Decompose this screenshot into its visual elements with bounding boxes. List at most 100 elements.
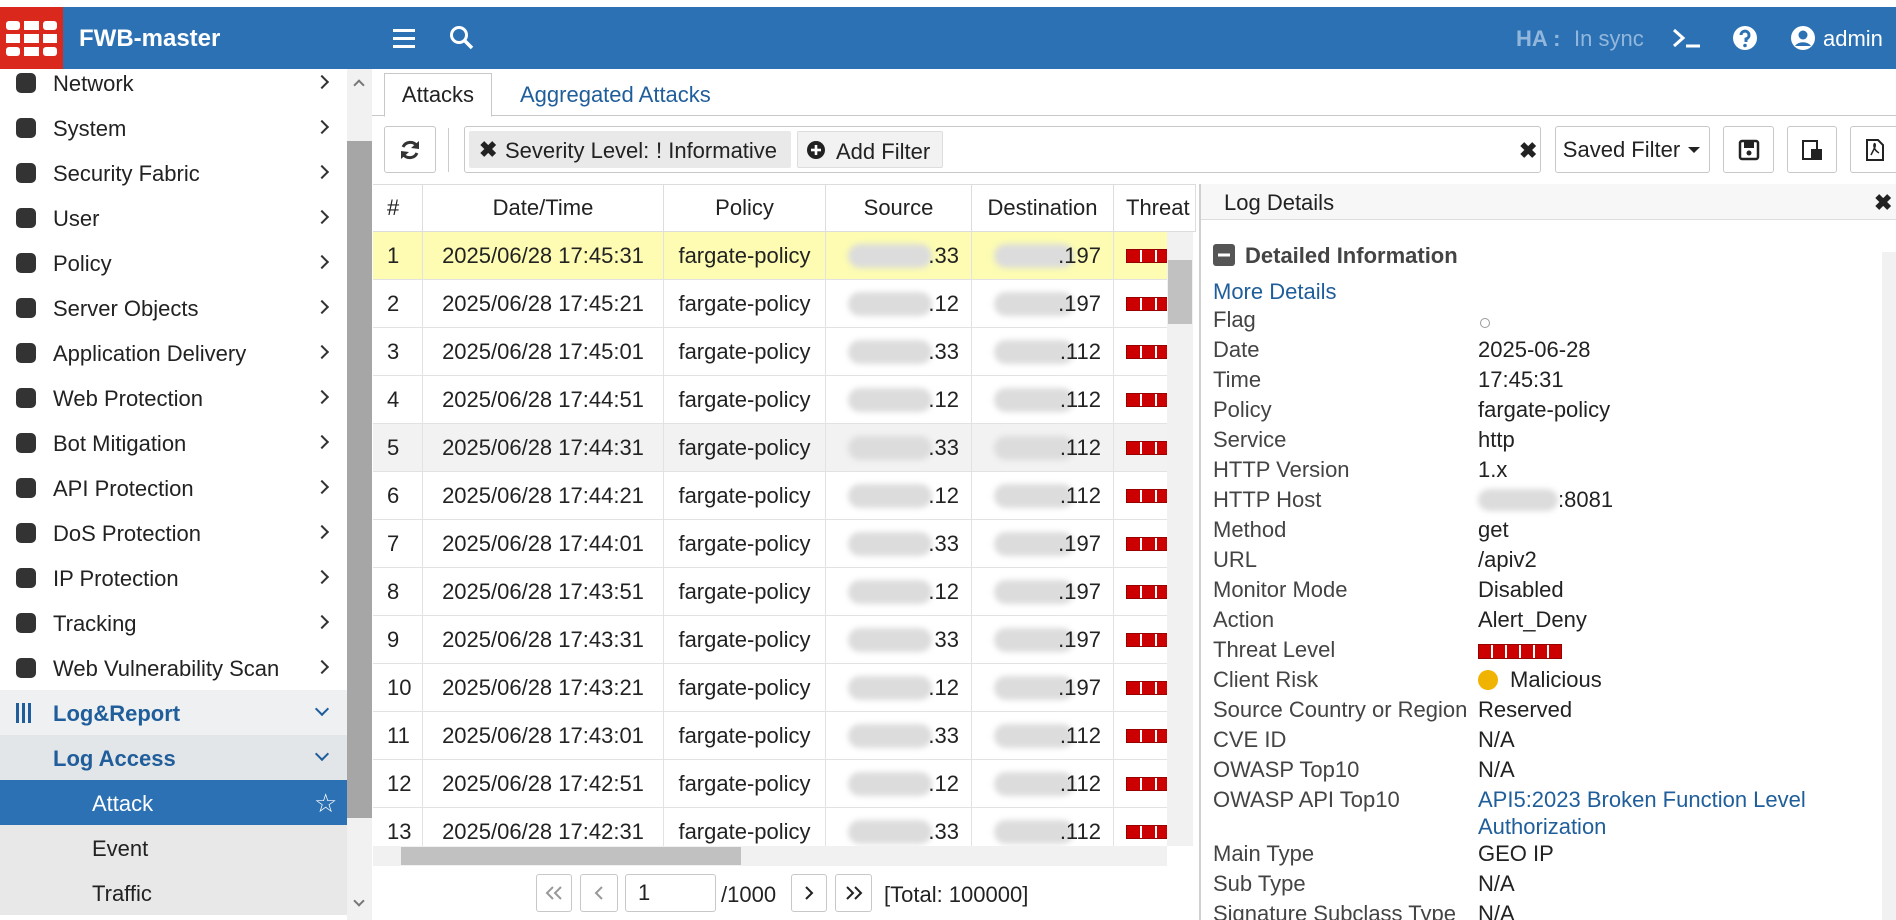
menu-item[interactable]: Security Fabric <box>0 150 347 195</box>
favorite-star[interactable]: ☆ <box>314 788 338 818</box>
scroll-thumb[interactable] <box>1168 260 1192 324</box>
threat-bars <box>1126 345 1167 359</box>
prev-page[interactable] <box>580 874 618 912</box>
menu-item[interactable]: Bot Mitigation <box>0 420 347 465</box>
column-header[interactable]: # <box>373 185 423 231</box>
menu-toggle[interactable] <box>393 27 415 49</box>
detail-value: Disabled <box>1478 576 1818 606</box>
menu-item[interactable]: Server Objects <box>0 285 347 330</box>
more-details[interactable]: More Details <box>1213 279 1337 304</box>
table-cell: fargate-policy <box>664 280 826 328</box>
table-cell: .112 <box>972 760 1114 808</box>
detail-row: URL/apiv2 <box>1213 546 1883 576</box>
cell-text: .112 <box>1059 723 1101 748</box>
scroll-thumb[interactable] <box>347 141 372 818</box>
first-page[interactable] <box>536 874 572 912</box>
menu-item[interactable]: IP Protection <box>0 555 347 600</box>
collapse-icon[interactable] <box>1213 244 1235 266</box>
redacted <box>994 532 1074 556</box>
column-header[interactable]: Date/Time <box>423 185 664 231</box>
table-row[interactable]: 2 2025/06/28 17:45:21 fargate-policy .12 .19… <box>373 280 1167 328</box>
menu-label: Web Protection <box>53 386 204 411</box>
menu-item[interactable]: User <box>0 195 347 240</box>
menu-item[interactable]: System <box>0 105 347 150</box>
table-row[interactable]: 10 2025/06/28 17:43:21 fargate-policy .12 .1… <box>373 664 1167 712</box>
menu-item[interactable]: API Protection <box>0 465 347 510</box>
chevron <box>314 569 330 585</box>
value-text: N/A <box>1478 757 1515 782</box>
redacted <box>994 772 1074 796</box>
close-panel[interactable]: ✖ <box>1874 190 1893 215</box>
menu-item[interactable]: Event <box>0 825 347 870</box>
table-cell: .197 <box>972 664 1114 712</box>
filter-box[interactable]: ✖ Severity Level: ! Informative Add Filt… <box>464 126 1541 173</box>
table-row[interactable]: 12 2025/06/28 17:42:51 fargate-policy .12 .1… <box>373 760 1167 808</box>
chip-remove[interactable]: ✖ <box>479 137 498 162</box>
cell-text: fargate-policy <box>678 435 811 460</box>
saved-filter[interactable]: Saved Filter <box>1555 126 1710 173</box>
user-icon[interactable] <box>1790 25 1816 51</box>
tab-active[interactable]: Attacks <box>384 73 492 117</box>
filter-chip[interactable]: ✖ Severity Level: ! Informative <box>469 131 791 168</box>
threat-bars <box>1126 681 1167 695</box>
table-row[interactable]: 3 2025/06/28 17:45:01 fargate-policy .33 .11… <box>373 328 1167 376</box>
table-row[interactable]: 13 2025/06/28 17:42:31 fargate-policy .33 .1… <box>373 808 1167 846</box>
pdf-button[interactable] <box>1850 126 1896 173</box>
user-name[interactable]: admin <box>1823 26 1883 51</box>
table-cell: fargate-policy <box>664 232 826 280</box>
next-page[interactable] <box>791 874 827 912</box>
app-title: FWB-master <box>79 25 221 52</box>
cell-text: 2025/06/28 17:42:31 <box>442 819 644 844</box>
table-row[interactable]: 5 2025/06/28 17:44:31 fargate-policy .33 .11… <box>373 424 1167 472</box>
menu-item[interactable]: Log Access <box>0 735 347 780</box>
table-row[interactable]: 8 2025/06/28 17:43:51 fargate-policy .12 .19… <box>373 568 1167 616</box>
page-input[interactable]: 1 <box>625 874 716 912</box>
table-row[interactable]: 9 2025/06/28 17:43:31 fargate-policy 33 .197 <box>373 616 1167 664</box>
help-icon[interactable] <box>1732 25 1758 51</box>
cell-text: .112 <box>1059 435 1101 460</box>
panel-title: Log Details <box>1224 190 1335 215</box>
table-cell: .33 <box>826 328 972 376</box>
detail-label: Date <box>1213 337 1260 362</box>
value-text: Disabled <box>1478 577 1564 602</box>
scroll-thumb[interactable] <box>401 847 741 865</box>
menu-item[interactable]: Web Protection <box>0 375 347 420</box>
last-page[interactable] <box>835 874 872 912</box>
column-header[interactable]: Source <box>826 185 972 231</box>
table-row[interactable]: 4 2025/06/28 17:44:51 fargate-policy .12 .11… <box>373 376 1167 424</box>
menu-item[interactable]: Traffic <box>0 870 347 915</box>
clear-filter[interactable]: ✖ <box>1519 138 1538 163</box>
menu-item[interactable]: Attack ☆ <box>0 780 347 825</box>
table-row[interactable]: 1 2025/06/28 17:45:31 fargate-policy .33 .19… <box>373 232 1167 280</box>
menu-item[interactable]: Policy <box>0 240 347 285</box>
menu-label: Log&Report <box>53 701 181 726</box>
sidebar-scrollbar <box>347 69 372 920</box>
menu-item[interactable]: Log&Report <box>0 690 347 735</box>
cli-icon[interactable] <box>1672 27 1702 49</box>
value-text[interactable]: API5:2023 Broken Function Level Authoriz… <box>1478 787 1806 839</box>
menu-item[interactable]: Tracking <box>0 600 347 645</box>
export-button[interactable] <box>1787 126 1837 173</box>
tab[interactable]: Aggregated Attacks <box>520 82 711 107</box>
column-header[interactable]: Destination <box>972 185 1114 231</box>
table-row[interactable]: 11 2025/06/28 17:43:01 fargate-policy .33 .1… <box>373 712 1167 760</box>
menu-item[interactable]: Application Delivery <box>0 330 347 375</box>
column-header[interactable]: Threat <box>1114 185 1196 231</box>
save-button[interactable] <box>1723 126 1774 173</box>
threat-bars <box>1126 777 1167 791</box>
table-row[interactable]: 7 2025/06/28 17:44:01 fargate-policy .33 .19… <box>373 520 1167 568</box>
menu-item[interactable]: DoS Protection <box>0 510 347 555</box>
add-filter[interactable]: Add Filter <box>797 131 943 168</box>
menu-item[interactable]: Web Vulnerability Scan <box>0 645 347 690</box>
refresh-button[interactable] <box>384 126 436 173</box>
search-icon[interactable] <box>449 25 475 51</box>
table-row[interactable]: 6 2025/06/28 17:44:21 fargate-policy .12 .11… <box>373 472 1167 520</box>
cell-text: .33 <box>928 339 959 364</box>
table-cell: 2025/06/28 17:44:51 <box>423 376 664 424</box>
detail-row: HTTP Version 1.x <box>1213 456 1883 486</box>
threat-bars <box>1126 441 1167 455</box>
menu-item[interactable]: Network <box>0 69 347 105</box>
flag-icon[interactable] <box>1480 318 1490 328</box>
column-header[interactable]: Policy <box>664 185 826 231</box>
detail-label: Sub Type <box>1213 871 1306 896</box>
